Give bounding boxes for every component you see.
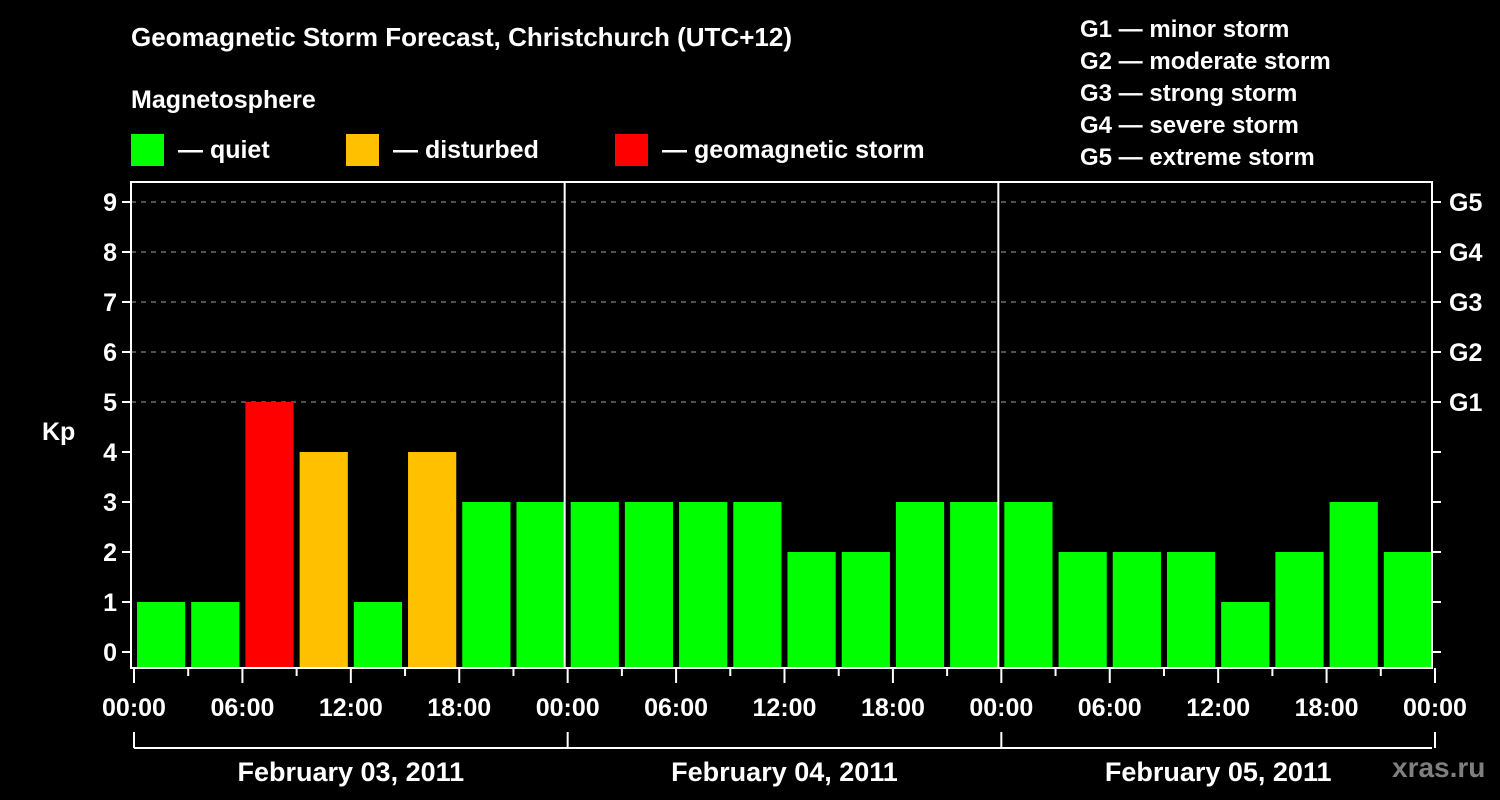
y-tick-label: 7	[103, 289, 117, 317]
y-tick-label: 9	[103, 189, 117, 217]
g-scale-g4: G4 — severe storm	[1080, 112, 1299, 139]
kp-bar	[679, 502, 728, 667]
y-tick-label: 6	[103, 339, 117, 367]
kp-bar	[841, 552, 890, 667]
kp-bar	[191, 602, 240, 667]
kp-bar	[1329, 502, 1378, 667]
g-level-label: G5	[1449, 189, 1482, 217]
x-tick-label: 12:00	[753, 694, 817, 722]
kp-bar	[1221, 602, 1270, 667]
kp-bar	[1166, 552, 1216, 667]
x-tick-label: 06:00	[1078, 694, 1142, 722]
kp-bar	[895, 502, 945, 667]
x-tick-label: 06:00	[644, 694, 708, 722]
g-level-label: G3	[1449, 289, 1482, 317]
day-label: February 05, 2011	[1105, 757, 1332, 787]
storm-swatch-icon	[615, 134, 648, 166]
kp-bar	[624, 502, 674, 667]
kp-bar	[787, 552, 836, 667]
y-tick-label: 8	[103, 239, 117, 267]
g-scale-g5: G5 — extreme storm	[1080, 144, 1315, 171]
x-tick-label: 18:00	[861, 694, 925, 722]
kp-bar	[1112, 552, 1161, 667]
kp-bar	[570, 502, 619, 667]
y-tick-label: 3	[103, 489, 117, 517]
kp-bar	[1004, 502, 1053, 667]
x-tick-label: 18:00	[1295, 694, 1359, 722]
chart-title: Geomagnetic Storm Forecast, Christchurch…	[131, 22, 792, 52]
legend-quiet: — quiet	[131, 134, 270, 166]
legend-heading: Magnetosphere	[131, 86, 316, 114]
legend-quiet-label: — quiet	[178, 135, 270, 164]
y-tick-label: 2	[103, 539, 117, 567]
x-tick-label: 00:00	[102, 694, 166, 722]
legend-disturbed-label: — disturbed	[393, 135, 539, 164]
day-label: February 04, 2011	[671, 757, 898, 787]
kp-bar	[1383, 552, 1432, 667]
x-tick-label: 00:00	[536, 694, 600, 722]
x-tick-label: 12:00	[1186, 694, 1250, 722]
x-tick-label: 00:00	[1403, 694, 1467, 722]
watermark: xras.ru	[1392, 752, 1486, 783]
y-axis-label: Kp	[42, 418, 75, 446]
kp-bar	[408, 452, 457, 667]
kp-bar	[245, 402, 294, 667]
y-tick-label: 0	[103, 639, 117, 667]
x-tick-label: 12:00	[319, 694, 383, 722]
kp-bar	[462, 502, 511, 667]
g-level-label: G2	[1449, 339, 1482, 367]
y-tick-label: 5	[103, 389, 117, 417]
x-tick-label: 18:00	[427, 694, 491, 722]
x-tick-label: 00:00	[969, 694, 1033, 722]
kp-bar	[353, 602, 403, 667]
kp-bar	[950, 502, 999, 667]
quiet-swatch-icon	[131, 134, 164, 166]
kp-bar	[299, 452, 348, 667]
x-tick-label: 06:00	[210, 694, 274, 722]
legend-storm-label: — geomagnetic storm	[662, 135, 925, 164]
g-level-label: G1	[1449, 389, 1482, 417]
kp-bar	[1275, 552, 1324, 667]
kp-bar	[733, 502, 782, 667]
day-label: February 03, 2011	[238, 757, 465, 787]
g-scale-g1: G1 — minor storm	[1080, 16, 1290, 43]
g-scale-g3: G3 — strong storm	[1080, 80, 1298, 107]
disturbed-swatch-icon	[346, 134, 379, 166]
y-tick-label: 1	[103, 589, 117, 617]
g-scale-g2: G2 — moderate storm	[1080, 48, 1331, 75]
g-level-label: G4	[1449, 239, 1482, 267]
y-tick-label: 4	[103, 439, 117, 467]
legend-disturbed: — disturbed	[346, 134, 539, 166]
legend-storm: — geomagnetic storm	[615, 134, 925, 166]
kp-bar	[516, 502, 565, 667]
kp-bar	[137, 602, 186, 667]
plot-frame	[130, 181, 1433, 669]
kp-bar	[1058, 552, 1107, 667]
